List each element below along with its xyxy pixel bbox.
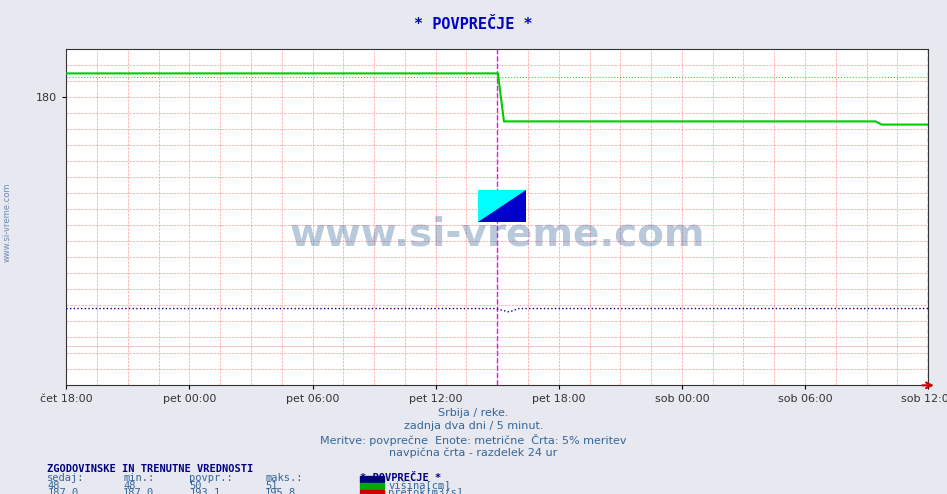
Text: 187,0: 187,0 [123, 488, 154, 494]
Text: 50: 50 [189, 481, 202, 491]
Text: višina[cm]: višina[cm] [388, 481, 451, 492]
Polygon shape [478, 190, 526, 222]
Text: www.si-vreme.com: www.si-vreme.com [3, 183, 12, 262]
Text: pretok[m3/s]: pretok[m3/s] [388, 488, 463, 494]
Polygon shape [478, 190, 526, 222]
Text: zadnja dva dni / 5 minut.: zadnja dva dni / 5 minut. [403, 421, 544, 431]
Text: 195,8: 195,8 [265, 488, 296, 494]
Text: www.si-vreme.com: www.si-vreme.com [290, 215, 705, 253]
Text: 187,0: 187,0 [47, 488, 79, 494]
Text: * POVPREČJE *: * POVPREČJE * [360, 473, 441, 483]
Text: navpična črta - razdelek 24 ur: navpična črta - razdelek 24 ur [389, 448, 558, 458]
Text: * POVPREČJE *: * POVPREČJE * [414, 17, 533, 32]
Text: Srbija / reke.: Srbija / reke. [438, 408, 509, 417]
Text: sedaj:: sedaj: [47, 473, 85, 483]
Text: 193,1: 193,1 [189, 488, 221, 494]
Text: 48: 48 [123, 481, 135, 491]
Text: maks.:: maks.: [265, 473, 303, 483]
Text: ZGODOVINSKE IN TRENUTNE VREDNOSTI: ZGODOVINSKE IN TRENUTNE VREDNOSTI [47, 464, 254, 474]
Text: Meritve: povprečne  Enote: metrične  Črta: 5% meritev: Meritve: povprečne Enote: metrične Črta:… [320, 434, 627, 446]
Text: 48: 48 [47, 481, 60, 491]
Text: min.:: min.: [123, 473, 154, 483]
Text: povpr.:: povpr.: [189, 473, 233, 483]
Text: 51: 51 [265, 481, 277, 491]
